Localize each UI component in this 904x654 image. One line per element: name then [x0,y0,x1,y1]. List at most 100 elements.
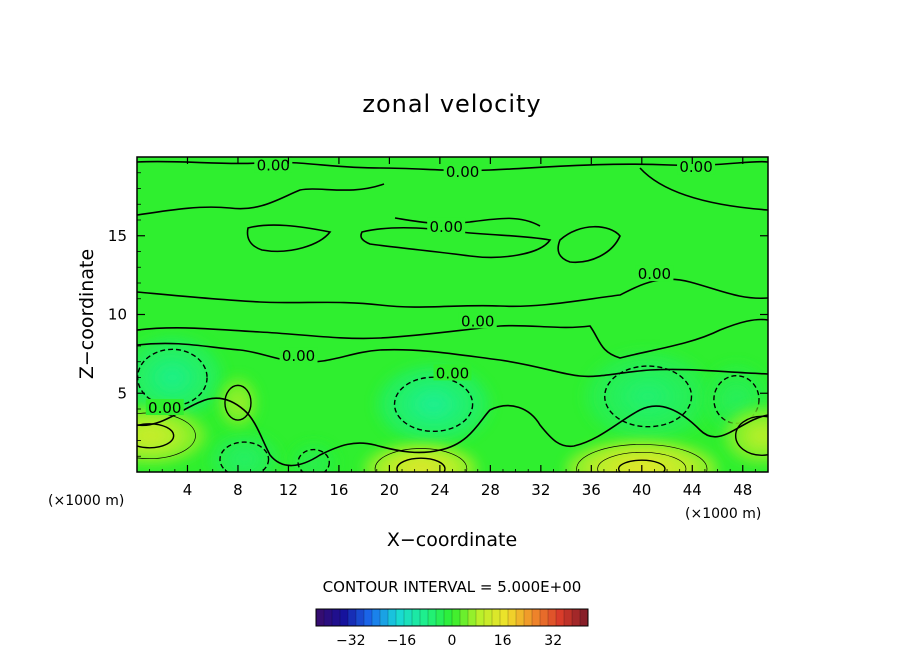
x-tick-label: 12 [279,481,298,499]
contour-label: 0.00 [254,156,293,174]
chart-title: zonal velocity [362,90,541,118]
x-axis-ticks: 4 8 12 16 20 24 28 32 36 40 44 48 [149,157,756,499]
positive-contour [396,457,446,472]
colorbar-band [468,609,477,626]
x-unit-label-left: (×1000 m) [48,493,124,509]
y-tick-label: 10 [108,306,127,324]
colorbar-band [564,609,573,626]
colorbar-band [428,609,437,626]
positive-contour [374,448,468,472]
colorbar-band [532,609,541,626]
colorbar-band [332,609,341,626]
x-tick-label: 16 [329,481,348,499]
contour-label-bg [427,217,466,234]
contour-label: 0.00 [433,364,472,382]
colorbar-band [412,609,421,626]
anomaly-shade [406,462,436,472]
contour-label: 0.00 [443,162,482,181]
colorbar-band [324,609,333,626]
colorbar-band [436,609,445,626]
colorbar-band [556,609,565,626]
colorbar-tick-label: −16 [387,633,417,649]
contour-label-bg [635,265,674,282]
zero-contours [137,160,768,467]
colorbar-band [548,609,557,626]
colorbar-band [356,609,365,626]
contour-label-text: 0.00 [257,156,290,174]
x-tick-label: 28 [481,481,500,499]
anomaly-shade [728,390,745,409]
colorbar-ticks: −32 −16 0 16 32 [336,633,562,649]
contour-label-bg [458,312,497,329]
anomaly-shade [752,428,768,443]
positive-contour [617,459,666,472]
contour-label: 0.00 [279,347,318,365]
colorbar-band [508,609,517,626]
colorbar-band [452,609,461,626]
colorbar-band [388,609,397,626]
contour-label-text: 0.00 [461,312,494,330]
zero-contour-top [137,160,768,172]
colorbar-band [316,609,325,626]
x-tick-label: 32 [531,481,550,499]
x-tick-label: 8 [233,481,243,499]
colorbar-band [572,609,581,626]
contour-label-bg [677,158,716,175]
anomaly-shade [419,394,448,415]
colorbar-band [444,609,453,626]
contour-label: 0.00 [458,312,497,330]
contour-label-bg [279,347,318,364]
colorbar-band [492,609,501,626]
contour-label-text: 0.00 [638,265,671,283]
colorbar-band [420,609,429,626]
colorbar-band [540,609,549,626]
colorbar-band [460,609,469,626]
x-tick-label: 44 [683,481,702,499]
contour-label-text: 0.00 [148,399,181,417]
anomaly-shade [233,396,243,410]
anomaly-shade [159,367,185,388]
colorbar-band [476,609,485,626]
colorbar-tick-label: −32 [336,633,366,649]
contour-interval-label: CONTOUR INTERVAL = 5.000E+00 [323,578,582,596]
colorbar-band [500,609,509,626]
contour-labels: 0.00 0.00 0.00 0.00 0.00 0.00 0.00 0.00 0.00 [145,156,716,417]
contour-label-bg [443,162,482,179]
x-tick-label: 48 [733,481,752,499]
anomaly-shade [137,428,164,443]
colorbar: −32 −16 0 16 32 [315,608,589,649]
zero-contour-lower [137,342,768,378]
zero-contour-lower-mid [137,318,768,359]
colorbar-band [404,609,413,626]
positive-contour [597,451,687,472]
colorbar-tick-label: 32 [544,633,562,649]
anomaly-shade [235,453,254,466]
positive-contour [224,384,252,421]
contour-label-text: 0.00 [282,347,315,365]
colorbar-bands [316,609,589,626]
colorbar-tick-label: 16 [494,633,512,649]
contour-label: 0.00 [677,158,716,176]
contour-label-text: 0.00 [446,163,479,181]
contour-label-text: 0.00 [436,364,469,382]
contour-label-text: 0.00 [429,218,462,236]
contour-label-text: 0.00 [679,158,712,176]
x-tick-label: 40 [632,481,651,499]
contour-label: 0.00 [427,217,466,236]
x-axis-label: X−coordinate [387,529,517,551]
zero-contour-bottom [137,397,768,467]
colorbar-band [372,609,381,626]
contour-label: 0.00 [145,399,184,417]
x-tick-label: 36 [582,481,601,499]
y-tick-label: 5 [117,384,127,402]
positive-contour [576,444,708,472]
colorbar-band [484,609,493,626]
x-tick-label: 20 [380,481,399,499]
colorbar-band [524,609,533,626]
colorbar-band [580,609,589,626]
positive-contour [137,423,175,449]
negative-contour [604,365,693,428]
x-tick-label: 24 [430,481,449,499]
